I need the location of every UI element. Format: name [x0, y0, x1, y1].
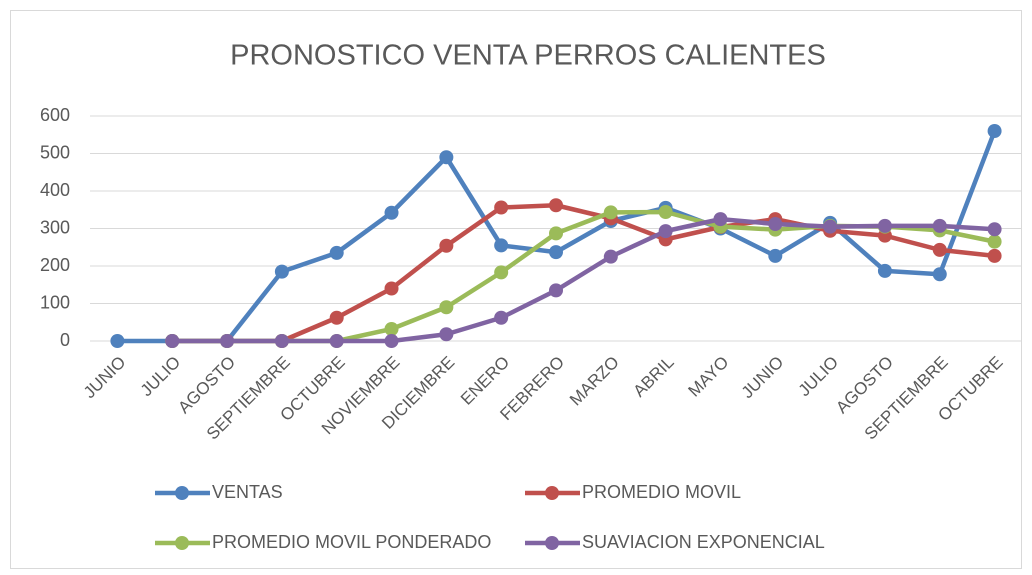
y-tick-label: 0: [60, 330, 70, 350]
data-point: [494, 200, 509, 215]
y-tick-label: 200: [40, 255, 70, 275]
data-point: [494, 310, 509, 325]
y-tick-label: 100: [40, 292, 70, 312]
data-point: [987, 234, 1002, 249]
legend-label: PROMEDIO MOVIL PONDERADO: [212, 532, 491, 552]
data-point: [165, 334, 180, 348]
data-point: [494, 265, 509, 280]
data-point: [549, 198, 563, 213]
data-point: [329, 310, 344, 325]
chart-border: [10, 10, 1022, 569]
legend-marker: [545, 486, 559, 500]
data-point: [329, 245, 344, 260]
y-tick-label: 600: [40, 105, 70, 125]
data-point: [932, 267, 947, 282]
data-point: [329, 334, 344, 348]
data-point: [658, 224, 673, 239]
data-point: [877, 218, 892, 233]
data-point: [439, 238, 454, 253]
data-point: [932, 242, 947, 257]
data-point: [768, 248, 783, 263]
data-point: [384, 281, 399, 296]
series-line: [172, 216, 995, 344]
data-point: [384, 334, 399, 348]
legend-marker: [175, 536, 189, 550]
data-point: [439, 327, 454, 342]
data-point: [439, 300, 454, 315]
data-point: [274, 334, 289, 348]
data-point: [987, 222, 1002, 237]
data-point: [713, 212, 728, 227]
data-point: [823, 219, 838, 234]
data-point: [768, 217, 783, 231]
legend-label: SUAVIACION EXPONENCIAL: [582, 532, 825, 552]
legend-label: PROMEDIO MOVIL: [582, 482, 741, 502]
data-point: [549, 245, 563, 260]
series-line: [172, 203, 995, 344]
legend-label: VENTAS: [212, 482, 283, 502]
data-point: [110, 334, 125, 348]
data-point: [987, 248, 1002, 263]
data-point: [384, 322, 399, 336]
data-point: [932, 218, 947, 233]
data-point: [877, 263, 892, 278]
data-point: [439, 150, 454, 165]
y-tick-label: 400: [40, 180, 70, 200]
legend-marker: [175, 486, 189, 500]
data-point: [603, 249, 618, 264]
data-point: [658, 205, 673, 219]
y-tick-label: 500: [40, 142, 70, 162]
data-point: [494, 238, 509, 253]
chart-title: PRONOSTICO VENTA PERROS CALIENTES: [230, 40, 826, 72]
data-point: [549, 283, 563, 298]
legend-marker: [545, 536, 559, 550]
data-point: [220, 334, 235, 348]
data-point: [549, 226, 563, 241]
data-point: [987, 124, 1002, 138]
data-point: [274, 264, 289, 279]
data-point: [603, 205, 618, 220]
y-tick-label: 300: [40, 217, 70, 237]
data-point: [384, 205, 399, 220]
